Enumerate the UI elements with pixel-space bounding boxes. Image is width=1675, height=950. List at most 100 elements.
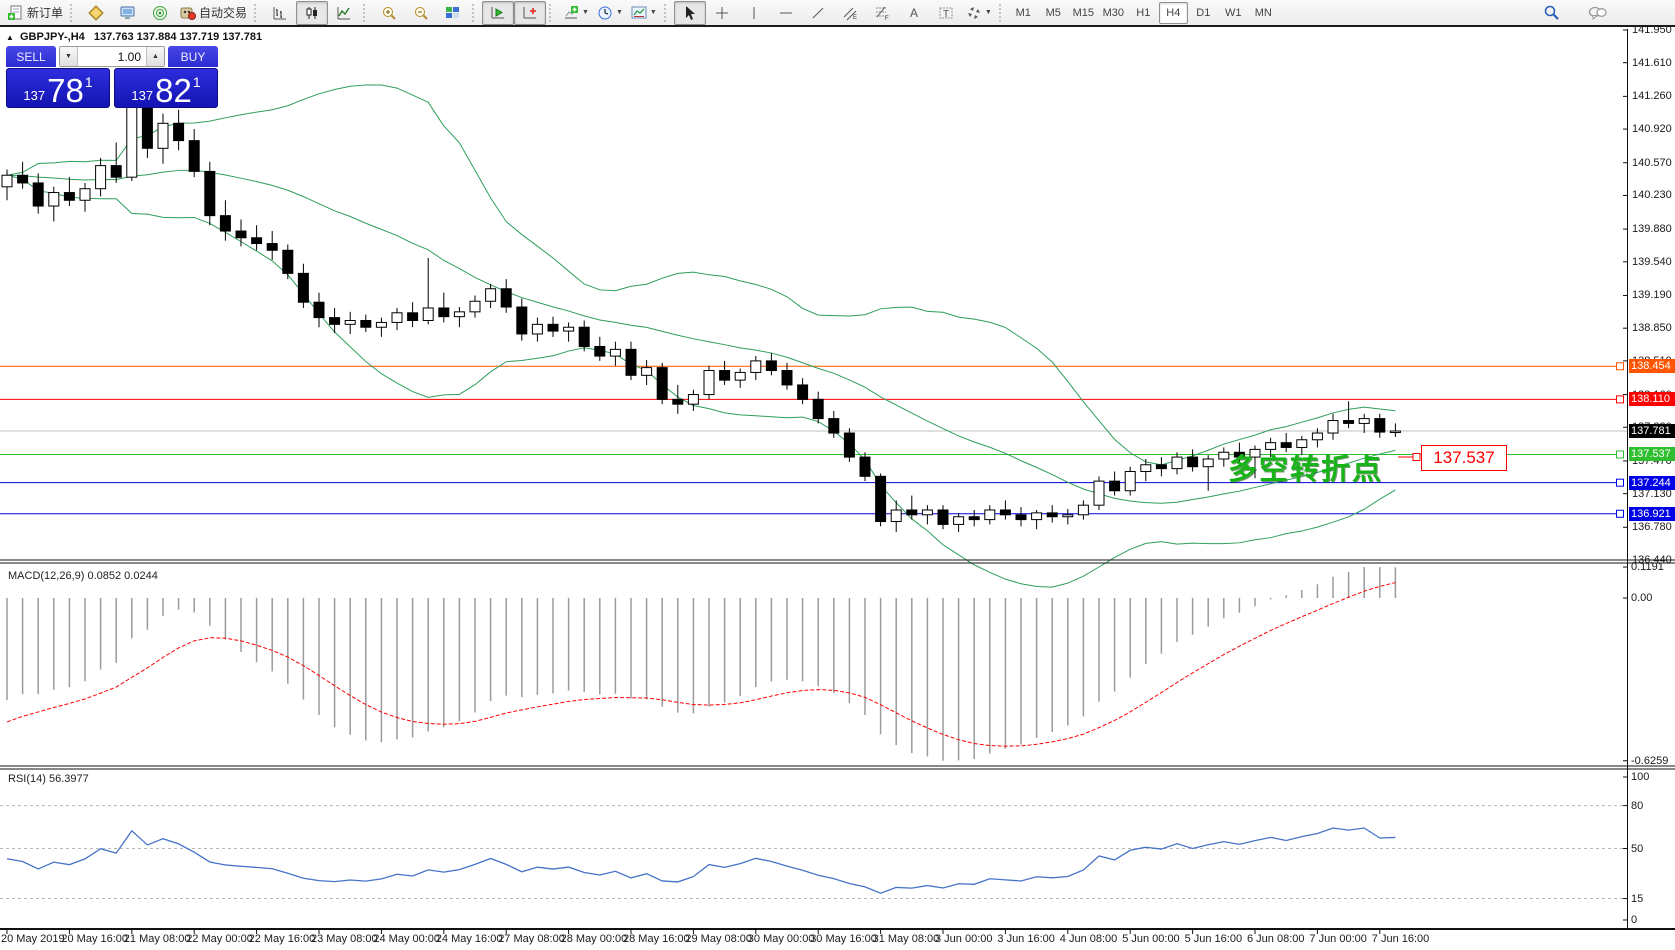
candle[interactable]	[1187, 449, 1199, 472]
candle[interactable]	[485, 283, 497, 308]
candle[interactable]	[422, 257, 434, 325]
equidistant-channel-button[interactable]: E	[834, 1, 866, 25]
candle[interactable]	[750, 356, 762, 381]
candle[interactable]	[95, 157, 107, 197]
candle[interactable]	[984, 505, 996, 525]
candle[interactable]	[375, 317, 387, 337]
candle[interactable]	[578, 320, 590, 352]
timeframe-button-D1[interactable]: D1	[1196, 6, 1211, 19]
candle[interactable]	[781, 362, 793, 390]
candle[interactable]	[173, 109, 185, 151]
candle[interactable]	[625, 341, 637, 381]
candle[interactable]	[531, 317, 543, 342]
volume-decrease-button[interactable]: ▼	[60, 47, 78, 66]
candle[interactable]	[313, 292, 325, 328]
fibonacci-button[interactable]: F	[866, 1, 898, 25]
timeframe-button-M15[interactable]: M15	[1072, 6, 1094, 19]
candle[interactable]	[1358, 413, 1370, 434]
candle[interactable]	[906, 495, 918, 520]
candle[interactable]	[656, 362, 668, 405]
candle[interactable]	[921, 505, 933, 525]
candle[interactable]	[1077, 500, 1089, 520]
trendline-button[interactable]	[802, 1, 834, 25]
candle[interactable]	[609, 341, 621, 366]
periods-button[interactable]: ▼	[593, 1, 627, 25]
bar-chart-button[interactable]	[264, 1, 296, 25]
candle[interactable]	[1015, 507, 1027, 527]
candle[interactable]	[188, 129, 200, 178]
indicators-button[interactable]: ▼	[559, 1, 593, 25]
candle[interactable]	[1296, 435, 1308, 456]
candle[interactable]	[890, 500, 902, 533]
search-button[interactable]	[1535, 1, 1567, 25]
candle[interactable]	[1046, 505, 1058, 523]
line-anchor-handle[interactable]	[1616, 362, 1624, 371]
volume-input[interactable]: 1.00	[117, 49, 141, 64]
candle[interactable]	[875, 473, 887, 527]
price-line-tag[interactable]: 137.244	[1629, 475, 1675, 490]
candle[interactable]	[1374, 413, 1386, 438]
price-tag-label[interactable]: 137.537	[1421, 445, 1507, 471]
candle[interactable]	[1202, 455, 1214, 491]
candle[interactable]	[968, 509, 980, 527]
zoom-in-button[interactable]	[373, 1, 405, 25]
candle[interactable]	[391, 307, 403, 331]
candle[interactable]	[329, 307, 341, 333]
candle[interactable]	[1109, 471, 1121, 496]
candle[interactable]	[812, 391, 824, 424]
candle[interactable]	[1389, 423, 1401, 437]
line-anchor-handle[interactable]	[1616, 509, 1624, 518]
zoom-out-button[interactable]	[405, 1, 437, 25]
bollinger-middle-band[interactable]	[6, 169, 1396, 504]
candle[interactable]	[1124, 466, 1136, 496]
candle[interactable]	[797, 378, 809, 405]
candle[interactable]	[360, 314, 372, 333]
bollinger-lower-band[interactable]	[6, 174, 1396, 588]
candle[interactable]	[235, 219, 247, 247]
candle[interactable]	[1280, 433, 1292, 453]
candle[interactable]	[703, 365, 715, 400]
candle[interactable]	[563, 322, 575, 342]
sell-header[interactable]: SELL	[6, 46, 56, 67]
chart-annotation-text[interactable]: 多空转折点	[1228, 454, 1384, 486]
templates-button[interactable]: ▼	[627, 1, 661, 25]
candle[interactable]	[251, 225, 263, 251]
candle[interactable]	[1233, 442, 1245, 462]
price-line-tag[interactable]: 137.537	[1629, 447, 1675, 462]
price-line-tag[interactable]: 136.921	[1629, 506, 1675, 521]
candle[interactable]	[1093, 476, 1105, 510]
candle[interactable]	[687, 389, 699, 411]
line-anchor-handle[interactable]	[1616, 450, 1624, 459]
candle[interactable]	[266, 231, 278, 260]
candle[interactable]	[500, 279, 512, 313]
candle[interactable]	[110, 142, 122, 183]
candle[interactable]	[953, 512, 965, 533]
candle[interactable]	[1155, 457, 1167, 477]
buy-header[interactable]: BUY	[168, 46, 218, 67]
chart-canvas[interactable]	[0, 29, 1675, 950]
crosshair-button[interactable]	[706, 1, 738, 25]
candle[interactable]	[1140, 459, 1152, 482]
candle[interactable]	[344, 311, 356, 334]
candle[interactable]	[1311, 428, 1323, 448]
timeframe-button-M1[interactable]: M1	[1015, 6, 1031, 19]
terminal-button[interactable]	[112, 1, 144, 25]
candle[interactable]	[63, 177, 75, 207]
candle[interactable]	[1031, 509, 1043, 530]
candle[interactable]	[594, 336, 606, 361]
tile-windows-button[interactable]	[437, 1, 469, 25]
candle[interactable]	[719, 360, 731, 385]
candle[interactable]	[843, 428, 855, 462]
candle[interactable]	[672, 384, 684, 414]
candle[interactable]	[1, 169, 13, 201]
candle[interactable]	[1249, 445, 1261, 479]
arrows-button[interactable]: ▼	[962, 1, 996, 25]
candle[interactable]	[516, 298, 528, 341]
timeframe-button-MN[interactable]: MN	[1254, 6, 1272, 19]
candle[interactable]	[734, 368, 746, 388]
timeframe-button-W1[interactable]: W1	[1225, 6, 1242, 19]
symbol-info-bar[interactable]: ▲ GBPJPY-,H4 137.763 137.884 137.719 137…	[6, 31, 262, 43]
volume-increase-button[interactable]: ▲	[146, 47, 164, 66]
line-chart-button[interactable]	[328, 1, 360, 25]
chat-button[interactable]	[1581, 1, 1613, 25]
